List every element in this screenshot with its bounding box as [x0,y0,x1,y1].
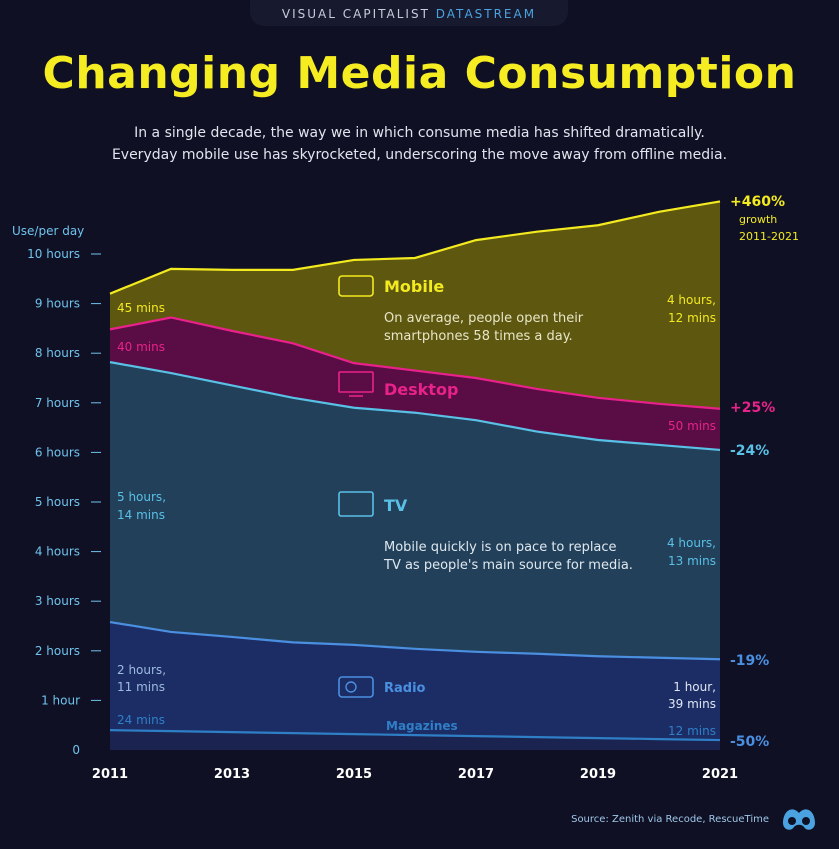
mobile-start-value: 45 mins [117,301,165,315]
page-title: Changing Media Consumption [42,48,797,99]
radio-start-value: 2 hours, [117,663,166,677]
radio-end-value: 1 hour, [673,680,716,694]
mobile-label: Mobile [384,277,444,296]
mobile-end-value: 4 hours, [667,293,716,307]
radio-start-value-minutes: 11 mins [117,680,165,694]
tv-description-1: Mobile quickly is on pace to replace [384,540,617,555]
brand-highlight: DATASTREAM [435,7,537,21]
radio-icon [338,676,374,698]
mobile-description-1: On average, people open their [384,311,584,326]
subtitle-line-1: In a single decade, the way we in which … [134,125,705,141]
subtitle: In a single decade, the way we in which … [0,122,839,166]
tv-end-value: 4 hours, [667,536,716,550]
y-tick-label: 5 hours [35,495,80,509]
x-tick-label: 2013 [214,767,250,782]
tv-end-value-minutes: 13 mins [668,554,716,568]
tv-start-value: 5 hours, [117,490,166,504]
magazines-change: -50% [730,734,769,750]
line-desktop [109,316,721,410]
desktop-start-value: 40 mins [117,340,165,354]
mobile-change: +460% [730,194,785,210]
brand-tab: VISUAL CAPITALIST DATASTREAM [250,0,568,26]
x-tick-label: 2019 [580,767,616,782]
logo-icon [783,809,815,830]
line-mobile [109,200,721,295]
mobile-end-value-minutes: 12 mins [668,311,716,325]
line-tv [109,361,721,452]
mobile-growth-range: 2011-2021 [739,230,799,243]
x-tick-label: 2017 [458,767,494,782]
subtitle-line-2: Everyday mobile use has skyrocketed, und… [111,147,728,163]
desktop-label: Desktop [384,380,458,399]
area-radio [110,622,720,741]
line-radio [109,620,721,661]
radio-change: -19% [730,653,769,669]
y-tick-label: 3 hours [35,594,80,608]
mobile-growth-label: growth [739,213,777,226]
y-axis-label: Use/per day [12,224,84,238]
area-mobile [110,201,720,409]
smartphone-icon [338,275,374,297]
brand-name: VISUAL CAPITALIST [281,7,430,21]
radio-end-value-minutes: 39 mins [668,697,716,711]
x-tick-label: 2021 [702,767,738,782]
magazines-end-value: 12 mins [668,724,716,738]
y-tick-label: 7 hours [35,396,80,410]
y-tick-label: 1 hour [41,693,80,707]
y-tick-label: 8 hours [35,346,80,360]
y-tick-label: 9 hours [35,297,80,311]
area-magazines [110,730,720,750]
tv-icon [338,491,374,517]
y-tick-label: 2 hours [35,644,80,658]
tv-label: TV [384,496,408,515]
desktop-end-value: 50 mins [668,419,716,433]
tv-start-value-minutes: 14 mins [117,508,165,522]
y-tick-label: 6 hours [35,445,80,459]
magazines-label: Magazines [386,719,458,733]
mobile-description-2: smartphones 58 times a day. [384,329,573,344]
radio-speaker-icon [345,681,357,693]
y-tick-label: 10 hours [27,247,80,261]
source-note: Source: Zenith via Recode, RescueTime [571,814,769,825]
x-tick-label: 2011 [92,767,128,782]
desktop-monitor-icon [338,371,374,393]
area-desktop [110,317,720,450]
y-tick-label: 4 hours [35,545,80,559]
magazines-start-value: 24 mins [117,713,165,727]
desktop-change: +25% [730,400,775,416]
y-tick-label: 0 [72,743,80,757]
tv-change: -24% [730,443,769,459]
radio-label: Radio [384,681,426,696]
line-magazines [109,729,721,742]
tv-description-2: TV as people's main source for media. [383,558,633,573]
x-tick-label: 2015 [336,767,372,782]
